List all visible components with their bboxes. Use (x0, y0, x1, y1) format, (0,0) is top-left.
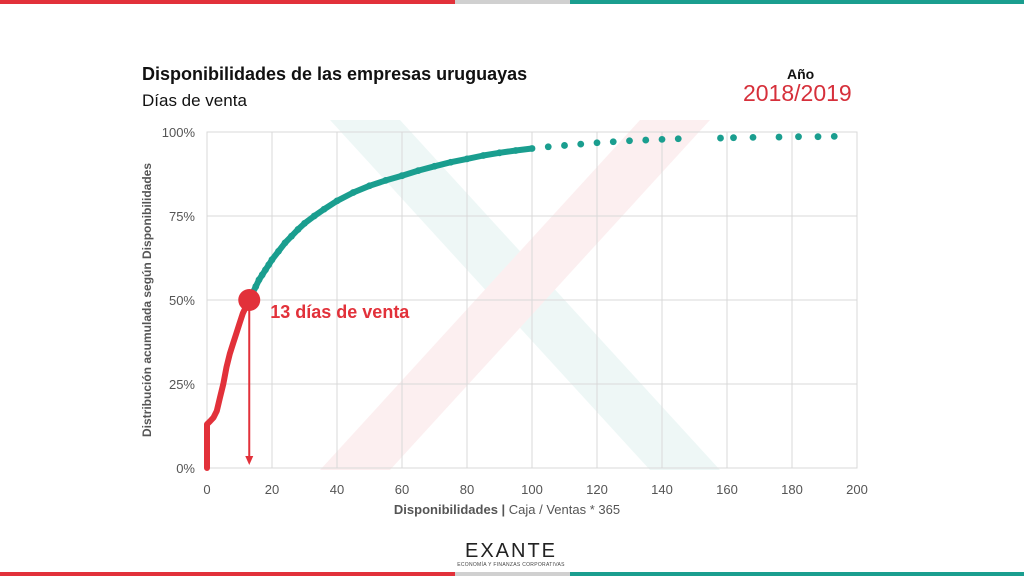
x-tick-label: 140 (651, 482, 673, 497)
logo-tagline: ECONOMÍA Y FINANZAS CORPORATIVAS (457, 562, 565, 568)
bottom-bar-gray (455, 572, 570, 576)
data-point (795, 133, 802, 141)
bottom-bar-teal (570, 572, 1024, 576)
data-point (717, 134, 724, 142)
top-bar-teal (570, 0, 1024, 4)
data-point (830, 132, 838, 140)
x-tick-label: 80 (460, 482, 474, 497)
data-point (577, 140, 585, 148)
exante-logo: EXANTE ECONOMÍA Y FINANZAS CORPORATIVAS (455, 540, 567, 568)
bottom-bar-red (0, 572, 455, 576)
logo-wordmark: EXANTE (464, 540, 558, 562)
data-point (642, 136, 650, 144)
y-tick-label: 0% (176, 461, 195, 476)
annotation-label: 13 días de venta (270, 302, 410, 322)
series-line-above-median (246, 145, 535, 303)
data-point (814, 133, 822, 141)
chart-subtitle: Días de venta (142, 91, 247, 110)
series-line-below-median (204, 297, 253, 471)
data-point (775, 133, 783, 141)
year-value: 2018/2019 (743, 80, 852, 106)
y-tick-label: 100% (162, 125, 196, 140)
x-tick-label: 100 (521, 482, 543, 497)
y-axis-title: Distribución acumulada según Disponibili… (140, 163, 154, 437)
data-point (593, 139, 601, 147)
x-tick-label: 60 (395, 482, 409, 497)
top-bar-red (0, 0, 455, 4)
x-tick-label: 20 (265, 482, 279, 497)
x-axis-title: Disponibilidades | Caja / Ventas * 365 (394, 502, 620, 517)
y-tick-label: 75% (169, 209, 195, 224)
median-arrow-head (245, 456, 254, 465)
x-tick-label: 120 (586, 482, 608, 497)
top-bar-gray (455, 0, 570, 4)
x-tick-label: 40 (330, 482, 344, 497)
x-tick-label: 180 (781, 482, 803, 497)
x-tick-label: 200 (846, 482, 868, 497)
data-point (658, 135, 666, 143)
median-marker (238, 289, 261, 311)
data-point (561, 142, 568, 149)
data-point (609, 138, 617, 146)
y-tick-label: 25% (169, 377, 195, 392)
watermark-x-logo (320, 120, 720, 470)
data-point (626, 137, 633, 145)
x-tick-label: 0 (203, 482, 210, 497)
data-point (674, 135, 682, 143)
year-label: Año (787, 66, 815, 82)
chart-title: Disponibilidades de las empresas uruguay… (142, 64, 528, 84)
x-tick-label: 160 (716, 482, 738, 497)
y-tick-label: 50% (169, 293, 195, 308)
data-point (730, 134, 737, 142)
data-point (544, 143, 552, 151)
data-point (749, 133, 757, 141)
